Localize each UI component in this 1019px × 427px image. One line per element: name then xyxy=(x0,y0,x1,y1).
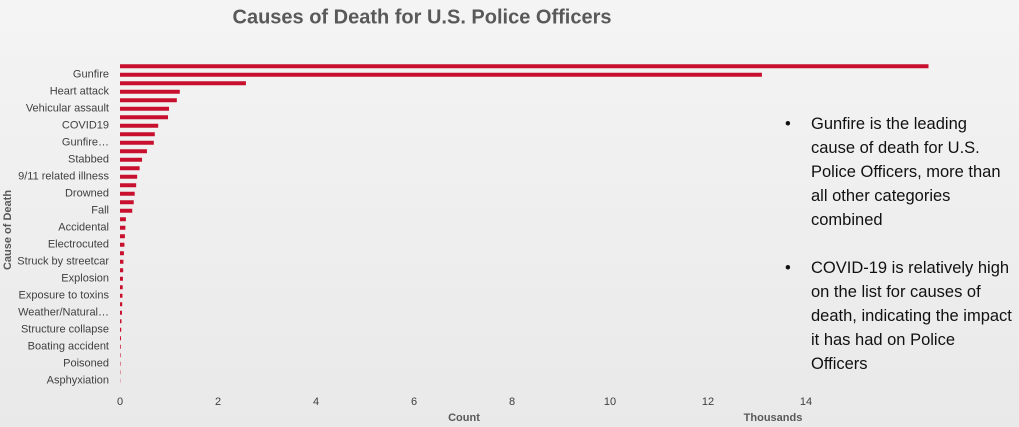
bar xyxy=(120,276,123,281)
bar xyxy=(120,242,125,247)
bar xyxy=(120,319,122,324)
bar xyxy=(120,132,155,137)
y-tick-label: Explosion xyxy=(61,273,109,285)
x-tick-label: 0 xyxy=(117,396,123,408)
y-tick-label: Weather/Natural… xyxy=(18,307,109,319)
y-tick-label: Structure collapse xyxy=(21,324,109,336)
bar xyxy=(120,251,124,256)
y-tick-label: Vehicular assault xyxy=(26,103,109,115)
bar xyxy=(120,81,246,86)
y-tick-label: Gunfire… xyxy=(62,137,109,149)
y-tick-label: Gunfire xyxy=(73,69,109,81)
bar xyxy=(120,302,123,307)
y-tick-label: Heart attack xyxy=(50,86,110,98)
x-tick-label: 14 xyxy=(800,396,812,408)
x-tick-label: 10 xyxy=(604,396,616,408)
x-unit-label: Thousands xyxy=(744,412,803,424)
bar xyxy=(120,327,122,332)
bar xyxy=(120,191,135,196)
y-tick-label: COVID19 xyxy=(62,120,109,132)
bar xyxy=(120,268,124,273)
bar xyxy=(120,98,177,103)
y-tick-label: Stabbed xyxy=(68,154,109,166)
bar xyxy=(120,208,133,213)
note: Gunfire is the leading cause of death fo… xyxy=(785,112,1015,232)
bar xyxy=(120,217,126,222)
bar xyxy=(120,353,121,358)
note: COVID-19 is relatively high on the list … xyxy=(785,256,1015,376)
notes: Gunfire is the leading cause of death fo… xyxy=(785,112,1015,400)
bar xyxy=(120,183,137,188)
bar xyxy=(120,285,123,290)
x-tick-label: 8 xyxy=(509,396,515,408)
bar xyxy=(120,72,762,77)
y-tick-label: Fall xyxy=(91,205,109,217)
y-tick-label: Accidental xyxy=(58,222,109,234)
x-tick-label: 12 xyxy=(702,396,714,408)
y-tick-label: 9/11 related illness xyxy=(18,171,109,183)
bar xyxy=(120,344,121,349)
y-axis-title: Cause of Death xyxy=(2,190,14,270)
bar xyxy=(120,336,121,341)
y-tick-label: Boating accident xyxy=(28,341,109,353)
x-tick-label: 2 xyxy=(215,396,221,408)
y-tick-label: Electrocuted xyxy=(48,239,109,251)
bar xyxy=(120,115,169,120)
bar xyxy=(120,293,123,298)
bar xyxy=(120,123,159,128)
bar xyxy=(120,259,124,264)
x-axis-title: Count xyxy=(448,412,480,424)
y-tick-label: Poisoned xyxy=(63,358,109,370)
bar xyxy=(120,89,180,94)
y-tick-label: Asphyxiation xyxy=(47,375,109,387)
chart-title: Causes of Death for U.S. Police Officers xyxy=(233,6,612,28)
bar xyxy=(120,234,125,239)
bar xyxy=(120,200,134,205)
bar xyxy=(120,157,143,162)
bar xyxy=(120,174,138,179)
bar xyxy=(120,64,929,69)
bar xyxy=(120,106,169,111)
bar xyxy=(120,166,140,171)
y-tick-label: Struck by streetcar xyxy=(17,256,109,268)
x-tick-label: 4 xyxy=(313,396,319,408)
y-tick-label: Drowned xyxy=(65,188,109,200)
bar xyxy=(120,225,126,230)
bar xyxy=(120,149,147,154)
x-tick-label: 6 xyxy=(411,396,417,408)
bar xyxy=(120,310,122,315)
bar xyxy=(120,140,154,145)
y-tick-label: Exposure to toxins xyxy=(19,290,110,302)
